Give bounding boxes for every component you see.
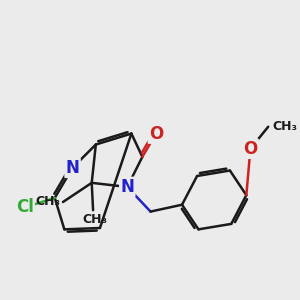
Text: O: O (149, 124, 163, 142)
Text: CH₃: CH₃ (82, 213, 107, 226)
Text: CH₃: CH₃ (272, 120, 297, 133)
Text: Cl: Cl (16, 199, 34, 217)
Text: CH₃: CH₃ (35, 196, 60, 208)
Text: O: O (243, 140, 258, 158)
Text: N: N (120, 178, 134, 196)
Text: N: N (66, 159, 80, 177)
